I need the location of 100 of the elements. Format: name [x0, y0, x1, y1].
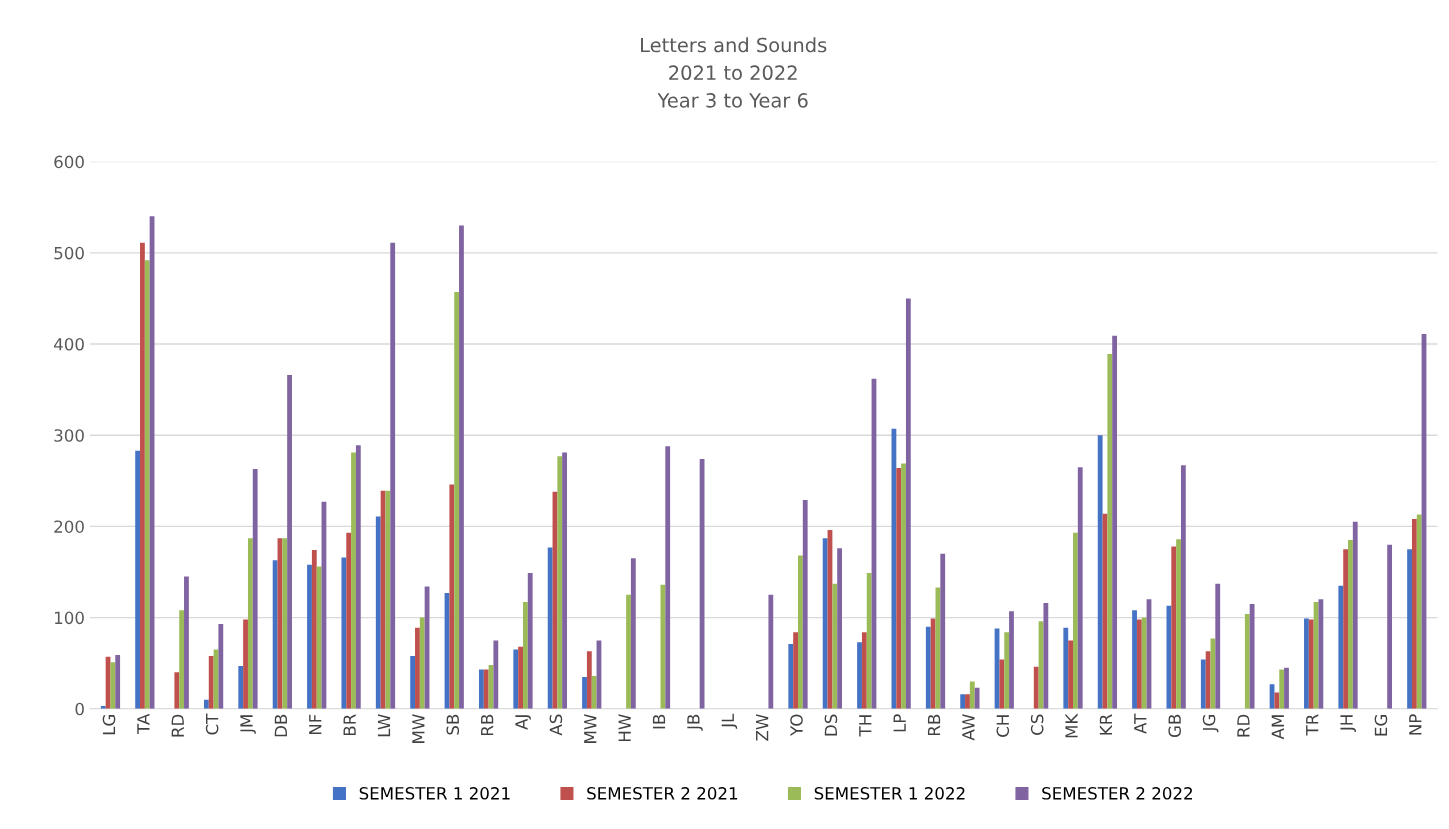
x-tick-label: EG — [1374, 715, 1388, 736]
bar — [1249, 603, 1255, 709]
bar — [110, 662, 116, 709]
bar — [390, 242, 396, 709]
x-tick-label: AT — [1134, 713, 1147, 734]
bar — [837, 548, 842, 709]
bar — [527, 572, 533, 709]
x-tick-label: ZW — [756, 714, 769, 741]
x-tick-label: DB — [274, 714, 287, 737]
bar — [1274, 692, 1280, 709]
bar — [410, 655, 416, 709]
x-tick-label: JH — [1340, 715, 1356, 732]
y-tick-label: 100 — [55, 611, 84, 625]
bar — [174, 672, 180, 709]
x-tick-label: AJ — [515, 715, 531, 730]
bar — [630, 558, 636, 709]
bar — [582, 676, 587, 709]
bar — [218, 623, 224, 709]
bar — [861, 632, 867, 709]
bar — [1387, 544, 1393, 709]
bar — [478, 669, 484, 709]
bar — [974, 687, 980, 709]
bar — [493, 640, 499, 709]
x-tick-label: AM — [1271, 715, 1284, 740]
bar — [798, 555, 803, 709]
bar — [355, 445, 361, 709]
bar — [140, 242, 145, 709]
bar — [665, 446, 671, 709]
bar — [307, 564, 312, 709]
x-tick-label: IB — [652, 714, 666, 729]
bar — [351, 452, 356, 709]
x-tick-label: LW — [377, 714, 391, 737]
x-tick-label: JM — [240, 715, 256, 734]
bar — [1352, 521, 1358, 709]
x-tick-label: TA — [137, 713, 150, 734]
bar — [832, 583, 838, 709]
bar — [1107, 354, 1113, 709]
bar — [1416, 514, 1422, 709]
x-tick-label: RB — [927, 714, 941, 736]
x-tick-label: CS — [1030, 714, 1044, 735]
bar — [1033, 666, 1039, 709]
bar — [1112, 335, 1118, 709]
bar — [282, 538, 288, 709]
x-tick-label: JL — [721, 713, 738, 729]
bar — [1348, 540, 1353, 709]
bar — [793, 632, 798, 709]
x-tick-label: GB — [1168, 714, 1181, 738]
bar — [768, 594, 774, 709]
bar — [1136, 619, 1142, 709]
bar — [1279, 669, 1285, 709]
bar — [316, 566, 322, 709]
x-tick-label: TR — [1306, 714, 1319, 736]
bar — [1343, 549, 1349, 709]
x-tick-label: RB — [481, 714, 494, 736]
bar — [930, 618, 936, 709]
y-tick-label: 400 — [53, 338, 84, 351]
x-tick-label: NF — [309, 714, 322, 735]
bar — [905, 298, 911, 709]
bar — [660, 584, 666, 709]
legend-label: SEMESTER 1 2022 — [814, 787, 965, 800]
bar — [483, 669, 489, 709]
x-tick-label: CH — [996, 715, 1010, 737]
x-tick-label: LP — [893, 714, 906, 732]
bar — [1200, 659, 1206, 709]
bar — [1176, 539, 1181, 709]
bar — [1304, 618, 1309, 709]
legend-label: SEMESTER 2 2021 — [587, 787, 738, 800]
bar — [454, 292, 460, 709]
x-tick-label: MW — [412, 714, 425, 743]
bar — [522, 602, 528, 709]
legend-label: SEMESTER 2 2022 — [1042, 787, 1192, 800]
bar — [184, 576, 189, 709]
bar — [449, 484, 455, 709]
bar — [208, 655, 214, 709]
bar — [419, 617, 425, 709]
bar — [415, 627, 420, 709]
bar — [459, 225, 464, 709]
x-tick-label: DS — [824, 714, 838, 736]
bar — [557, 456, 563, 709]
bar — [238, 665, 244, 709]
bar — [1097, 435, 1103, 709]
bar — [857, 642, 862, 709]
y-tick-label: 500 — [54, 246, 84, 260]
bar — [562, 452, 567, 709]
bar — [1284, 667, 1289, 709]
bar — [591, 675, 597, 709]
bar — [1338, 585, 1344, 709]
bar — [518, 646, 523, 709]
bar — [1073, 532, 1078, 709]
bar — [272, 560, 278, 709]
x-tick-label: AW — [962, 714, 975, 741]
bar — [999, 659, 1005, 709]
bar — [1308, 619, 1314, 709]
bar — [822, 538, 828, 709]
bar — [586, 651, 592, 709]
x-tick-label: JG — [1202, 715, 1219, 733]
bar — [626, 594, 631, 709]
bar — [1132, 610, 1137, 709]
y-tick-label: 600 — [54, 155, 84, 169]
bar — [965, 694, 970, 709]
